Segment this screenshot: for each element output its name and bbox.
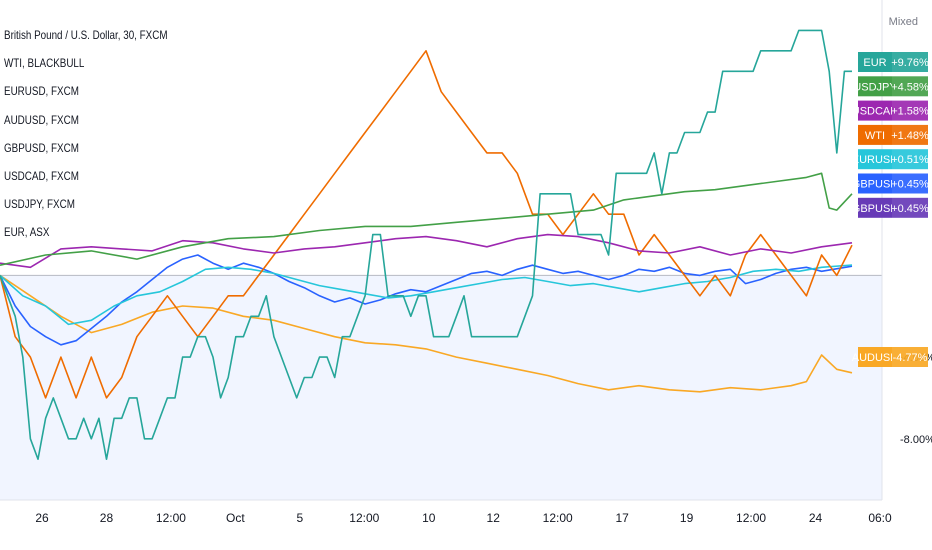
series-line-usdjpy — [0, 172, 853, 266]
series-line-wti — [0, 50, 853, 399]
badge-value-bg — [892, 347, 928, 367]
badge-usdjpy: USDJPY+4.58% — [853, 76, 929, 97]
x-tick-label: 17 — [615, 511, 629, 525]
legend-item[interactable]: USDCAD, FXCM — [4, 169, 79, 184]
scale-mode-label[interactable]: Mixed — [888, 16, 918, 28]
badge-name: GBPUSD — [852, 179, 899, 191]
y-tick-label: -8.00% — [900, 434, 932, 446]
badge-eur: EUR +9.76% — [858, 52, 929, 72]
badge-name-bg — [858, 100, 892, 121]
x-tick-label: 12:00 — [736, 511, 766, 525]
badge-value-bg — [892, 197, 928, 218]
legend-item[interactable]: USDJPY, FXCM — [4, 197, 75, 212]
series-line-usdcad — [0, 233, 853, 269]
badge-name: USDCAD — [852, 106, 899, 118]
badge-name: WTI — [865, 130, 885, 142]
legend-item[interactable]: EURUSD, FXCM — [4, 84, 79, 99]
badge-name: USDJPY — [853, 81, 897, 93]
badge-gbpusd: GBPUSD+0.45% — [852, 197, 929, 218]
badge-value: -4.77% — [893, 352, 928, 364]
legend-item[interactable]: EUR, ASX — [4, 225, 50, 240]
badge-value: +0.45% — [891, 179, 929, 191]
series-line-audusd — [0, 274, 853, 393]
x-tick-label: 10 — [422, 511, 436, 525]
badge-name: AUDUSD — [852, 352, 899, 364]
series-line-eurusd — [0, 264, 853, 326]
x-tick-label: 28 — [100, 511, 114, 525]
badge-name: GBPUSD — [852, 203, 899, 215]
badge-value: +0.51% — [891, 154, 929, 166]
badge-value-bg — [892, 52, 928, 72]
x-tick-label: 26 — [35, 511, 49, 525]
badge-value-bg — [892, 149, 928, 170]
badge-name-bg — [858, 173, 892, 194]
badge-value-bg — [892, 173, 928, 194]
x-tick-label: Oct — [226, 511, 245, 525]
badge-name-bg — [858, 76, 892, 97]
legend-item[interactable]: GBPUSD, FXCM — [4, 140, 79, 155]
badge-value-bg — [892, 124, 928, 145]
legend-item[interactable]: British Pound / U.S. Dollar, 30, FXCM — [4, 28, 168, 42]
series-line-eur — [0, 29, 852, 460]
badge-name-bg — [858, 197, 892, 218]
badge-name: EURUSD — [852, 154, 899, 166]
x-tick-label: 24 — [809, 511, 823, 525]
series-line-gbpusd — [0, 254, 853, 346]
badge-value: +9.76% — [891, 57, 929, 69]
badge-value: +1.58% — [891, 106, 929, 118]
badge-name-bg — [858, 149, 892, 170]
badge-audusd: AUDUSD-4.77% — [852, 347, 928, 367]
x-tick-label: 19 — [680, 511, 694, 525]
legend-item[interactable]: AUDUSD, FXCM — [4, 112, 79, 127]
badge-value-bg — [892, 100, 928, 121]
badge-wti: WTI +1.48% — [858, 124, 929, 145]
badge-name-bg — [858, 52, 892, 72]
x-tick-label: 5 — [297, 511, 304, 525]
legend-item[interactable]: WTI, BLACKBULL — [4, 56, 85, 71]
baseline-shade — [0, 275, 882, 500]
badge-value: +0.45% — [891, 203, 929, 215]
x-tick-label: 12:00 — [349, 511, 379, 525]
badge-usdcad: USDCAD+1.58% — [852, 100, 929, 121]
x-tick-label: 12:00 — [543, 511, 573, 525]
badge-name-bg — [858, 124, 892, 145]
x-tick-label: 06:0 — [868, 511, 892, 525]
badge-value: +1.48% — [891, 130, 929, 142]
legend: British Pound / U.S. Dollar, 30, FXCM WTI… — [4, 21, 203, 247]
badge-name: EUR — [863, 57, 886, 69]
badge-value-bg — [892, 76, 928, 97]
x-tick-label: 12:00 — [156, 511, 186, 525]
x-tick-label: 12 — [487, 511, 501, 525]
badge-value: +4.58% — [891, 81, 929, 93]
badge-gbpusd: GBPUSD+0.45% — [852, 173, 929, 194]
badge-eurusd: EURUSD+0.51% — [852, 149, 929, 170]
badge-name-bg — [858, 347, 892, 367]
